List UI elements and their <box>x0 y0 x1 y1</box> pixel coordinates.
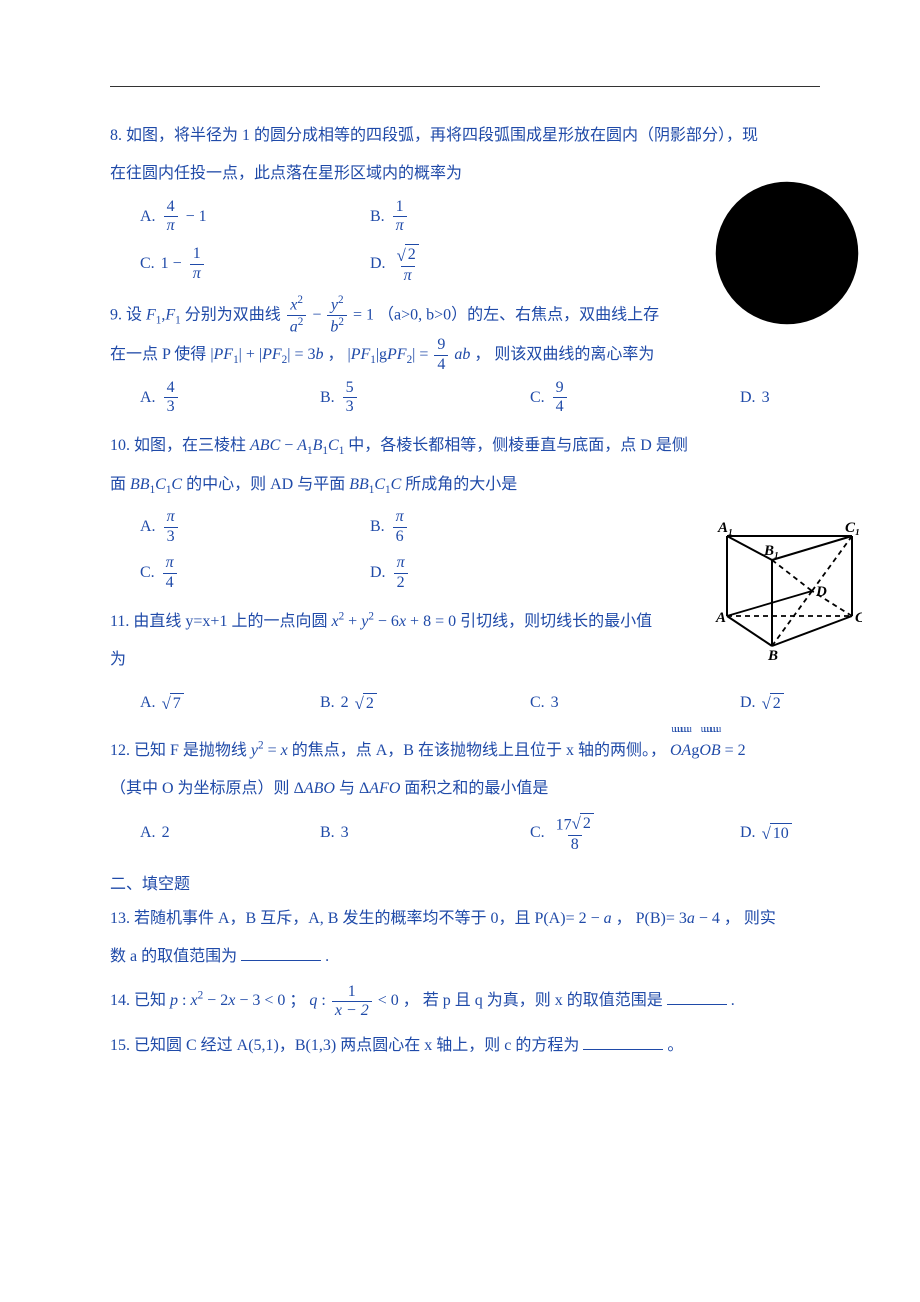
q11-opt-d: D. √2 <box>740 680 784 726</box>
svg-text:B: B <box>767 648 778 662</box>
q8-opt-b: B. 1π <box>370 194 600 240</box>
q10-opt-d: D. π2 <box>370 550 600 596</box>
section-2-title: 二、填空题 <box>110 870 820 894</box>
q11-opt-a: A. √7 <box>140 680 320 726</box>
q12: 12. 已知 F 是抛物线 y2 = x 的焦点，点 A，B 在该抛物线上且位于… <box>110 732 820 858</box>
q10-opt-a: A. π3 <box>140 504 370 550</box>
q15-stem: 15. 已知圆 C 经过 A(5,1)，B(1,3) 两点圆心在 x 轴上，则 … <box>110 1027 820 1065</box>
svg-text:A₁: A₁ <box>717 520 733 536</box>
q15: 15. 已知圆 C 经过 A(5,1)，B(1,3) 两点圆心在 x 轴上，则 … <box>110 1027 820 1065</box>
q12-opt-c: C. 17√2 8 <box>530 809 740 858</box>
horizontal-rule <box>110 86 820 87</box>
q13-stem-1: 13. 若随机事件 A，B 互斥，A, B 发生的概率均不等于 0，且 P(A)… <box>110 900 820 938</box>
q10-stem-1: 10. 如图，在三棱柱 ABC − A1B1C1 中，各棱长都相等，侧棱垂直与底… <box>110 427 820 465</box>
q11-opt-b: B. 2√2 <box>320 680 530 726</box>
q14-blank <box>667 990 727 1005</box>
svg-text:C₁: C₁ <box>845 520 860 536</box>
svg-text:A: A <box>715 610 726 626</box>
q11-opt-c: C. 3 <box>530 680 740 726</box>
q13-stem-2: 数 a 的取值范围为 . <box>110 938 820 976</box>
q9-opt-d: D. 3 <box>740 375 770 421</box>
q9-opt-a: A. 43 <box>140 375 320 421</box>
q8-opt-d: D. √2 π <box>370 240 600 289</box>
q9-opt-c: C. 94 <box>530 375 740 421</box>
svg-text:B₁: B₁ <box>763 543 779 559</box>
q8-stem-1: 8. 如图，将半径为 1 的圆分成相等的四段弧，再将四段弧围成星形放在圆内（阴影… <box>110 117 820 155</box>
q13: 13. 若随机事件 A，B 互斥，A, B 发生的概率均不等于 0，且 P(A)… <box>110 900 820 977</box>
figure-star-in-circle <box>712 178 862 328</box>
q12-opt-b: B. 3 <box>320 809 530 858</box>
q9-opt-b: B. 53 <box>320 375 530 421</box>
q10-opt-b: B. π6 <box>370 504 600 550</box>
q8-opt-c: C. 1 − 1π <box>140 240 370 289</box>
q10-opt-c: C. π4 <box>140 550 370 596</box>
svg-text:C: C <box>855 610 862 626</box>
q12-opt-d: D. √10 <box>740 809 792 858</box>
q13-blank <box>241 946 321 961</box>
q12-stem-2: （其中 O 为坐标原点）则 ΔABO 与 ΔAFO 面积之和的最小值是 <box>110 770 820 808</box>
q8-opt-a: A. 4π − 1 <box>140 194 370 240</box>
q14-stem: 14. 已知 p : x2 − 2x − 3 < 0 ； q : 1x − 2 … <box>110 982 820 1020</box>
q9-stem-2: 在一点 P 使得 |PF1| + |PF2| = 3b ， |PF1|gPF2|… <box>110 336 820 374</box>
q12-stem-1: 12. 已知 F 是抛物线 y2 = x 的焦点，点 A，B 在该抛物线上且位于… <box>110 732 820 770</box>
q10-stem-2: 面 BB1C1C 的中心，则 AD 与平面 BB1C1C 所成角的大小是 <box>110 466 820 504</box>
figure-prism: A₁ C₁ B₁ A C B D <box>712 516 862 662</box>
q12-opt-a: A. 2 <box>140 809 320 858</box>
q14: 14. 已知 p : x2 − 2x − 3 < 0 ； q : 1x − 2 … <box>110 982 820 1020</box>
q15-blank <box>583 1034 663 1049</box>
svg-text:D: D <box>815 584 827 600</box>
